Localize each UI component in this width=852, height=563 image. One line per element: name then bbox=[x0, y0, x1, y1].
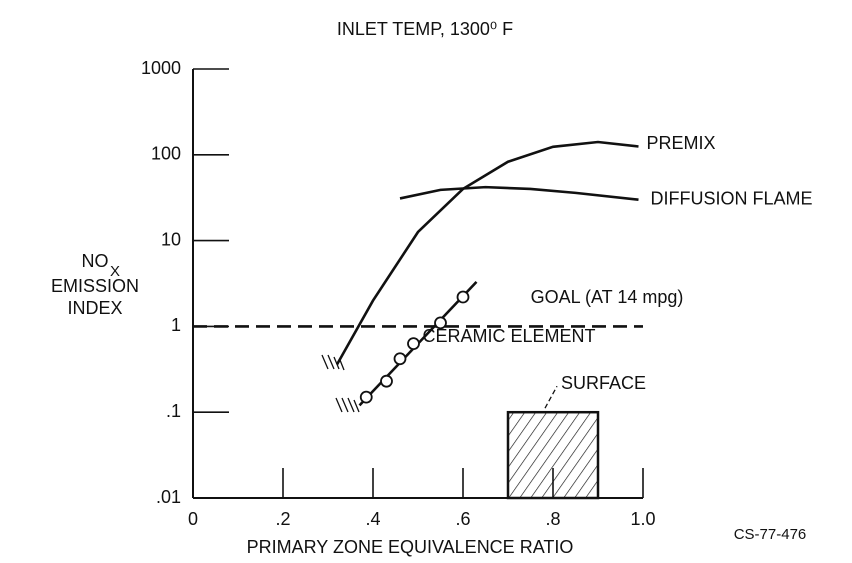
region-label: SURFACE bbox=[561, 373, 646, 393]
y-tick-label: .1 bbox=[166, 401, 181, 421]
data-point bbox=[393, 352, 407, 366]
y-tick-label: .01 bbox=[156, 487, 181, 507]
series-label: DIFFUSION FLAME bbox=[651, 188, 813, 208]
y-label-chem: NO bbox=[82, 251, 109, 271]
data-point bbox=[407, 337, 420, 351]
y-label-sub: X bbox=[110, 263, 120, 280]
series-line bbox=[399, 185, 639, 201]
x-tick-label: .6 bbox=[455, 509, 470, 529]
x-tick-label: 0 bbox=[188, 509, 198, 529]
y-label: INDEX bbox=[67, 298, 122, 318]
x-label: PRIMARY ZONE EQUIVALENCE RATIO bbox=[247, 537, 574, 557]
x-tick-label: 1.0 bbox=[630, 509, 655, 529]
data-point bbox=[456, 290, 470, 304]
leader-line bbox=[544, 385, 558, 409]
data-point bbox=[359, 390, 373, 404]
y-tick-label: 100 bbox=[151, 144, 181, 164]
series-line bbox=[335, 140, 639, 366]
figure-code: CS-77-476 bbox=[734, 526, 807, 543]
series-label: CERAMIC ELEMENT bbox=[423, 326, 596, 346]
chart-title: INLET TEMP, 1300⁰ F bbox=[337, 19, 513, 39]
x-tick-label: .4 bbox=[365, 509, 380, 529]
x-tick-label: .2 bbox=[275, 509, 290, 529]
y-tick-label: 1 bbox=[171, 315, 181, 335]
y-label: EMISSION bbox=[51, 276, 139, 296]
series-label: GOAL (AT 14 mpg) bbox=[531, 287, 684, 307]
surface-region bbox=[506, 410, 600, 500]
series-label: PREMIX bbox=[647, 133, 716, 153]
data-point bbox=[380, 374, 393, 388]
data-point bbox=[434, 316, 447, 330]
y-tick-label: 10 bbox=[161, 229, 181, 249]
y-tick-label: 1000 bbox=[141, 58, 181, 78]
x-tick-label: .8 bbox=[545, 509, 560, 529]
hatch-marks bbox=[321, 354, 360, 413]
